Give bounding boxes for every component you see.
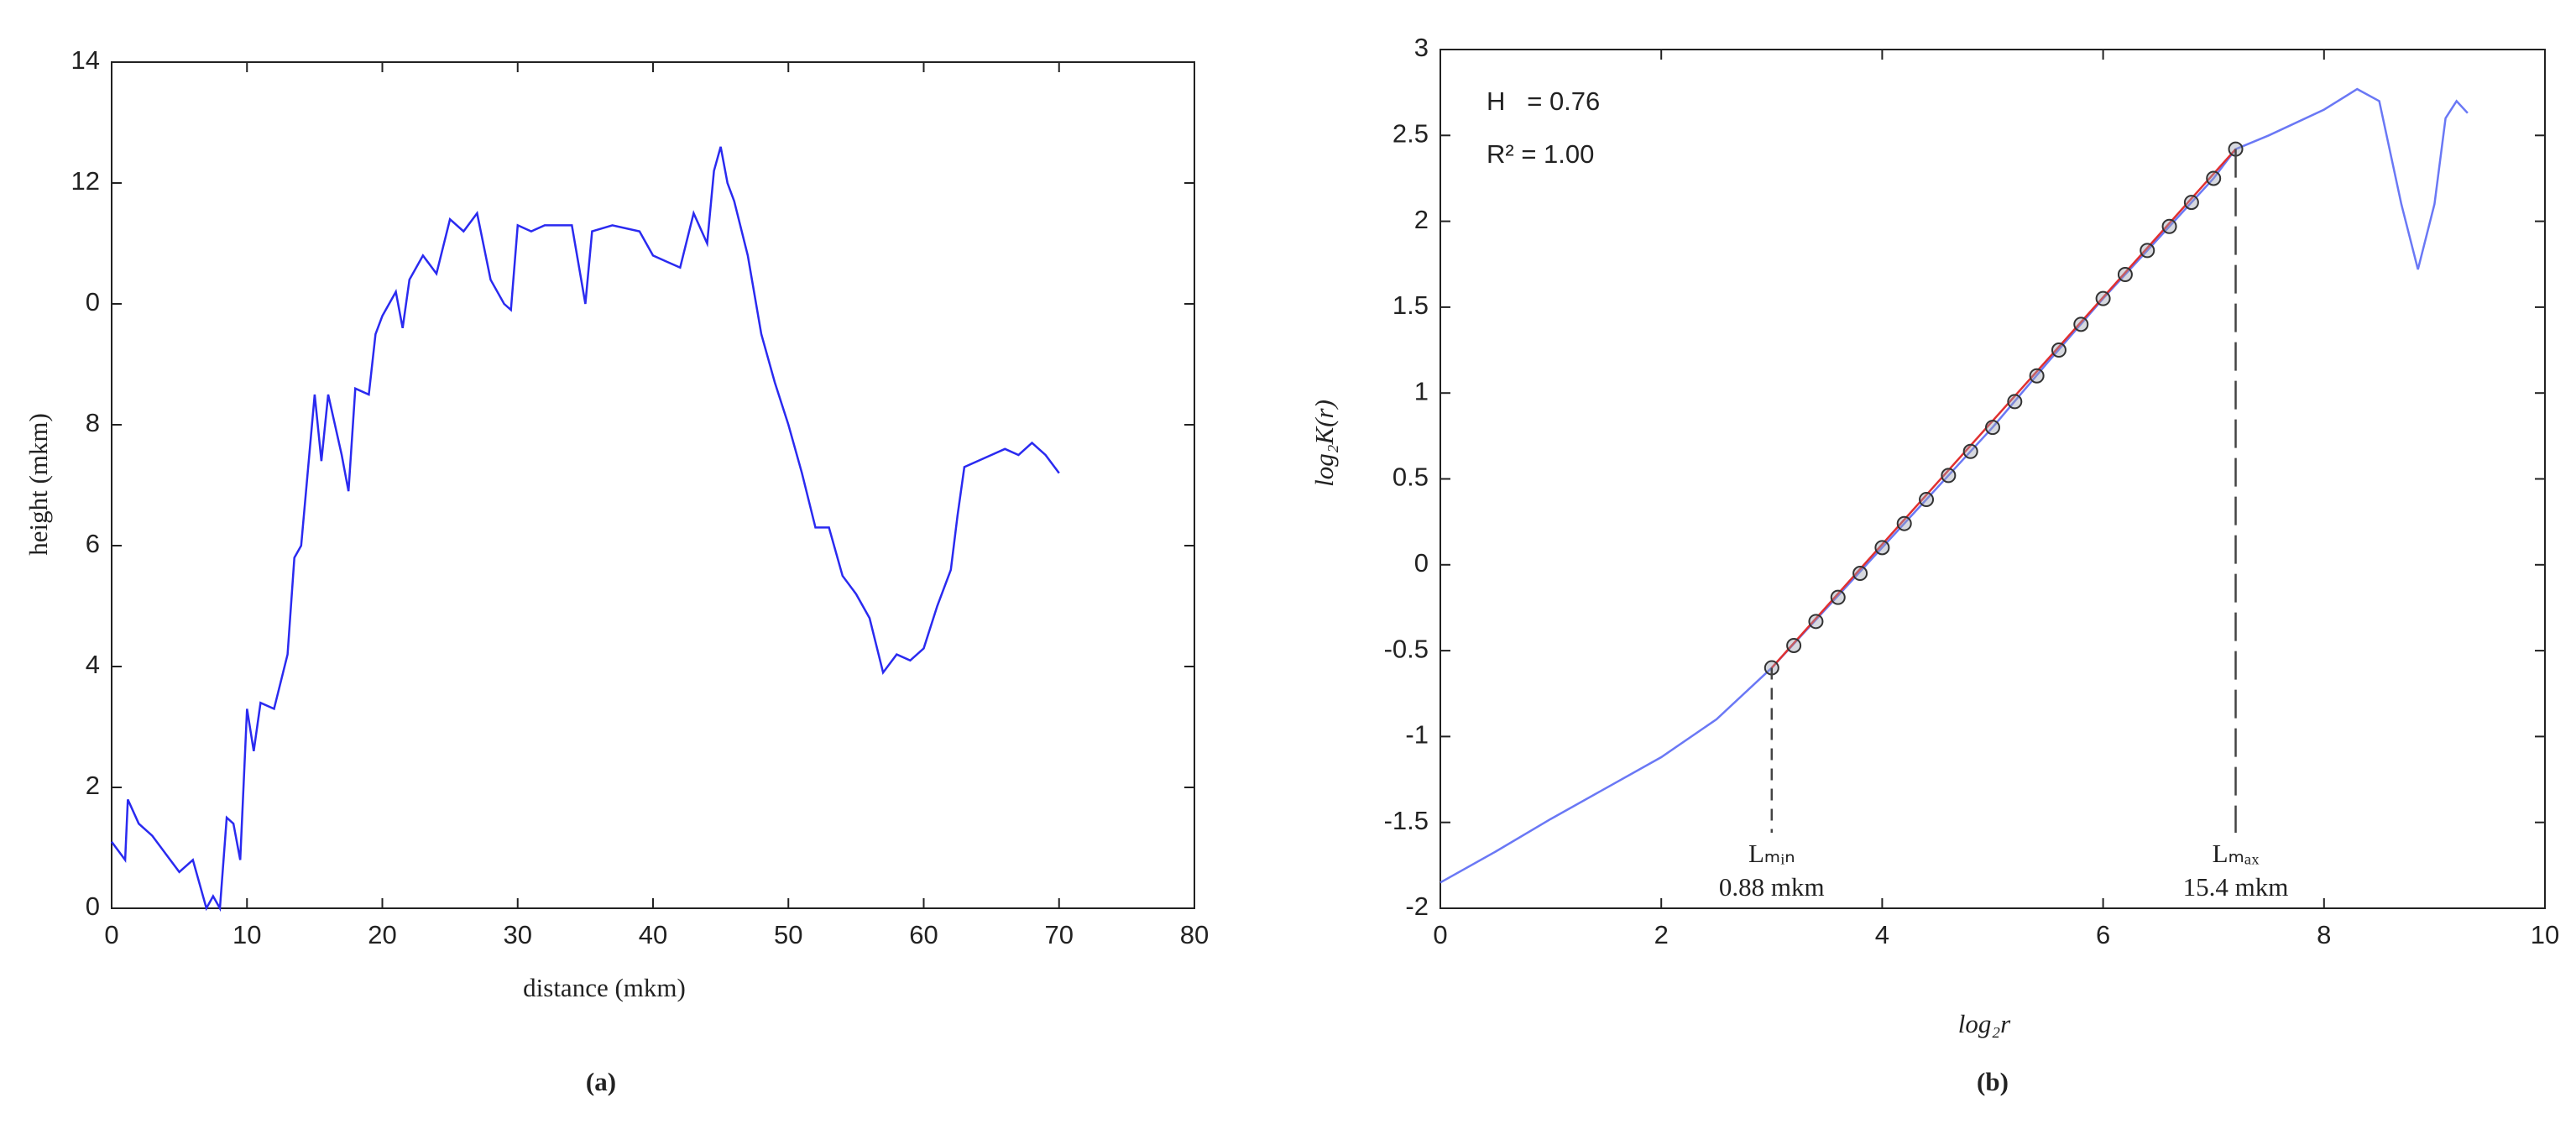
y-tick-label: 2.5 [1393, 118, 1429, 148]
y-tick-label: 1 [1414, 376, 1429, 405]
marker-sublabel: 15.4 mkm [2183, 872, 2289, 902]
curve-line [1440, 87, 2469, 884]
y-tick-label: 2 [86, 771, 100, 800]
data-point [2051, 342, 2067, 358]
x-tick-label: 8 [2317, 920, 2331, 949]
y-tick-label: 8 [86, 408, 100, 437]
x-tick-label: 0 [104, 920, 118, 949]
data-point [2029, 368, 2045, 384]
data-point [2140, 243, 2155, 259]
y-tick-label: -2 [1405, 891, 1429, 921]
x-tick-label: 60 [909, 920, 938, 949]
annotation: H = 0.76 [1487, 86, 1600, 116]
plot-frame [1440, 49, 2546, 909]
x-tick-label: 40 [639, 920, 667, 949]
x-tick-label: 10 [2531, 920, 2559, 949]
marker-sublabel: 0.88 mkm [1719, 872, 1825, 902]
y-tick-label: 4 [86, 650, 100, 679]
caption: (a) [586, 1067, 616, 1096]
plot-frame [111, 61, 1195, 909]
x-tick-label: 50 [774, 920, 802, 949]
annotation: R² = 1.00 [1487, 139, 1594, 169]
data-point [1985, 420, 2000, 436]
data-point [2161, 218, 2177, 234]
data-point [2183, 195, 2199, 211]
y-tick-label: 14 [71, 45, 100, 75]
marker-label: Lₘₐₓ [2213, 839, 2260, 868]
x-tick-label: 6 [2096, 920, 2110, 949]
data-point [1830, 589, 1846, 605]
caption: (b) [1977, 1067, 2009, 1096]
data-point [1852, 566, 1868, 582]
profile-line [110, 146, 1060, 912]
data-point [2095, 290, 2111, 306]
fit-line [1770, 148, 2237, 669]
y-axis-label: height (mkm) [24, 413, 53, 556]
data-point [1962, 443, 1978, 459]
y-tick-label: 0 [86, 891, 100, 921]
x-tick-label: 2 [1654, 920, 1669, 949]
y-tick-label: 0 [1414, 548, 1429, 578]
data-point [1919, 492, 1935, 508]
y-axis-label: log₂K(r) [1309, 400, 1339, 487]
x-axis-label: distance (mkm) [523, 973, 686, 1002]
y-tick-label: 0 [86, 287, 100, 316]
data-point [1874, 540, 1890, 556]
y-tick-label: -1.5 [1384, 806, 1429, 835]
y-tick-label: 1.5 [1393, 290, 1429, 320]
y-tick-label: 2 [1414, 205, 1429, 234]
x-tick-label: 0 [1433, 920, 1447, 949]
data-point [1786, 637, 1802, 653]
x-tick-label: 10 [233, 920, 261, 949]
y-tick-label: -1 [1405, 720, 1429, 750]
y-tick-label: 6 [86, 529, 100, 558]
marker-label: Lₘᵢₙ [1748, 839, 1795, 868]
x-axis-label: log₂r [1958, 1009, 2011, 1038]
x-tick-label: 80 [1180, 920, 1209, 949]
y-tick-label: 3 [1414, 33, 1429, 62]
data-point [2117, 267, 2133, 283]
x-tick-label: 20 [368, 920, 396, 949]
x-tick-label: 70 [1045, 920, 1074, 949]
data-point [1808, 614, 1824, 630]
data-point [1896, 515, 1912, 531]
y-tick-label: 12 [71, 166, 100, 196]
data-point [2206, 170, 2222, 186]
x-tick-label: 30 [504, 920, 532, 949]
y-tick-label: -0.5 [1384, 634, 1429, 663]
x-tick-label: 4 [1875, 920, 1889, 949]
data-point [1941, 468, 1957, 484]
data-point [2073, 316, 2089, 332]
data-point [2007, 394, 2023, 410]
y-tick-label: 0.5 [1393, 463, 1429, 492]
